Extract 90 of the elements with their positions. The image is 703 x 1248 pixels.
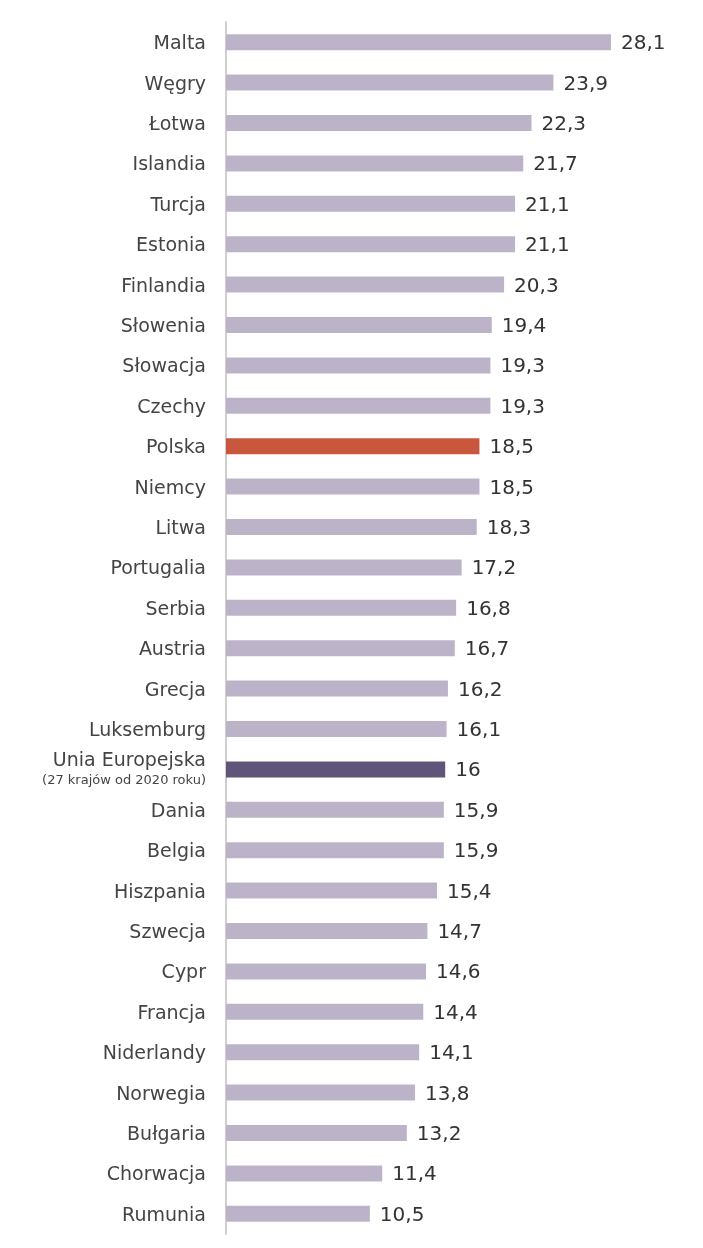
bar [226,236,516,253]
y-tick-label: Norwegia [116,1081,206,1104]
y-tick-label: Czechy [137,394,206,417]
data-label: 15,9 [453,838,499,863]
y-tick-label: Austria [138,637,206,660]
data-label: 18,5 [489,434,534,459]
y-tick-label: Hiszpania [113,879,206,902]
bar [226,1205,370,1222]
data-label: 20,3 [514,272,559,297]
data-label: 19,3 [500,353,545,378]
bar [226,115,532,131]
y-tick-label: Francja [137,1000,206,1023]
bar [226,1003,424,1020]
bar [226,559,462,576]
data-label: 18,5 [489,474,534,499]
y-tick-label: Niemcy [134,475,206,498]
data-label: 13,8 [425,1080,470,1105]
bar [226,195,516,212]
data-label: 15,4 [446,878,492,903]
bar [226,680,448,697]
data-label: 14,1 [429,1040,474,1065]
data-label: 22,3 [541,111,587,135]
data-label: 14,4 [433,999,478,1024]
bar [226,34,611,51]
bar [226,599,457,616]
data-label: 16,2 [457,676,503,701]
bar [226,1044,420,1061]
data-label: 10,5 [379,1201,425,1226]
data-label: 16,8 [466,595,511,620]
y-tick-label: Belgia [147,839,206,862]
y-tick-label: Rumunia [122,1202,206,1225]
data-label: 14,6 [436,959,481,984]
bar [226,438,480,455]
data-label: 16 [455,757,481,782]
y-tick-label: Grecja [144,677,206,700]
data-label: 17,2 [471,555,517,580]
data-label: 11,4 [392,1161,437,1186]
bar [226,317,492,333]
bar [226,801,444,818]
y-tick-label: Łotwa [148,112,206,134]
bar [226,842,444,859]
y-tick-label: Portugalia [110,556,206,579]
y-tick-label: Słowacja [122,354,206,377]
bar [226,276,505,293]
y-tick-label: Szwecja [129,920,206,942]
y-tick-label: Słowenia [120,314,206,336]
data-label: 23,9 [563,70,608,95]
bar [226,155,524,172]
data-label: 14,7 [437,919,482,943]
bar [226,963,427,980]
y-tick-label: Litwa [155,516,206,538]
y-tick-label: Malta [153,31,206,54]
y-tick-label: Dania [150,798,206,821]
y-tick-label: Chorwacja [106,1162,206,1185]
bar [226,923,428,939]
bar [226,721,447,737]
y-tick-label: Niderlandy [102,1041,206,1064]
y-tick-label: Finlandia [121,273,206,296]
bar [226,519,477,535]
data-label: 18,3 [486,515,532,539]
bar [226,1084,416,1101]
data-label: 28,1 [620,30,666,55]
data-label: 21,1 [525,191,570,216]
bar [226,397,491,414]
data-label: 15,9 [453,797,499,822]
y-tick-label: Serbia [145,596,206,619]
bar [226,761,446,778]
y-tick-label: Polska [146,435,206,458]
y-tick-label: Bułgaria [127,1122,206,1144]
bar [226,478,480,495]
data-label: 19,4 [501,313,547,337]
data-label: 16,1 [456,717,502,741]
y-tick-label: Islandia [132,152,206,175]
data-label: 19,3 [500,393,545,418]
y-tick-label: Unia Europejska (27 krajów od 2020 roku) [42,748,206,787]
data-label: 21,1 [525,232,570,257]
bar [226,882,437,899]
y-tick-label: Luksemburg [88,718,206,740]
bar [226,357,491,374]
bar [226,74,554,91]
data-label: 21,7 [533,151,578,176]
bar [226,1165,383,1182]
y-tick-label: Turcja [149,192,206,215]
data-label: 16,7 [464,636,510,661]
y-tick-label: Cypr [161,960,207,983]
bar [226,640,455,657]
bar [226,1125,407,1141]
y-tick-label: Estonia [136,233,206,256]
y-tick-label: Węgry [144,71,206,94]
data-label: 13,2 [416,1121,462,1145]
